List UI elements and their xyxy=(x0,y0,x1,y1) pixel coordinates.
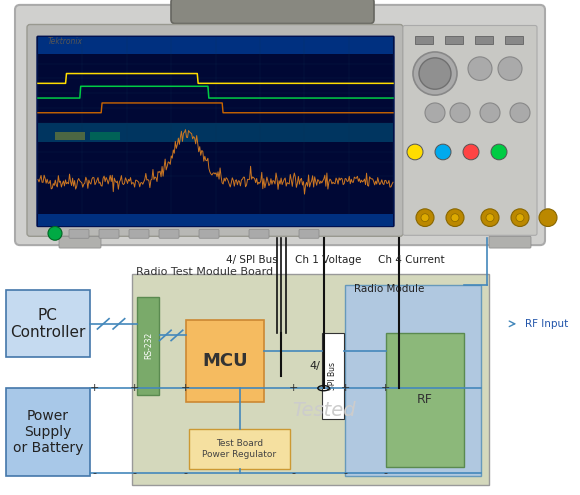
Circle shape xyxy=(463,144,479,160)
Text: Test Board
Power Regulator: Test Board Power Regulator xyxy=(202,440,276,459)
Text: RF: RF xyxy=(416,393,433,406)
Text: MCU: MCU xyxy=(202,352,248,370)
FancyBboxPatch shape xyxy=(27,25,403,236)
FancyBboxPatch shape xyxy=(249,230,269,238)
FancyBboxPatch shape xyxy=(159,230,179,238)
Bar xyxy=(38,214,393,226)
Bar xyxy=(345,285,481,476)
Text: +: + xyxy=(340,383,350,393)
Text: Radio Module: Radio Module xyxy=(354,284,424,294)
Text: +: + xyxy=(181,383,190,393)
Text: +: + xyxy=(90,383,99,393)
Bar xyxy=(38,37,393,54)
Text: Power
Supply
or Battery: Power Supply or Battery xyxy=(13,409,83,455)
Circle shape xyxy=(413,52,457,95)
Bar xyxy=(132,274,489,485)
Bar xyxy=(415,36,433,44)
Text: +: + xyxy=(130,383,139,393)
Bar xyxy=(322,333,344,419)
FancyBboxPatch shape xyxy=(37,36,394,227)
Circle shape xyxy=(539,209,557,227)
FancyBboxPatch shape xyxy=(99,230,119,238)
Text: +: + xyxy=(381,383,390,393)
Bar xyxy=(137,297,160,395)
FancyBboxPatch shape xyxy=(171,0,374,24)
Text: Radio Test Module Board: Radio Test Module Board xyxy=(136,267,273,278)
Circle shape xyxy=(498,57,522,80)
FancyBboxPatch shape xyxy=(489,236,531,248)
Circle shape xyxy=(435,144,451,160)
Circle shape xyxy=(516,214,524,222)
Circle shape xyxy=(416,209,434,227)
Circle shape xyxy=(407,144,423,160)
Text: RF Input: RF Input xyxy=(525,319,568,329)
Circle shape xyxy=(451,214,459,222)
Bar xyxy=(38,123,393,142)
Circle shape xyxy=(450,103,470,123)
Circle shape xyxy=(425,103,445,123)
Text: RS-232: RS-232 xyxy=(144,332,153,359)
Bar xyxy=(505,36,523,44)
Bar xyxy=(445,36,463,44)
FancyBboxPatch shape xyxy=(129,230,149,238)
Circle shape xyxy=(486,214,494,222)
Circle shape xyxy=(419,58,451,89)
Text: -: - xyxy=(133,468,136,478)
Bar xyxy=(475,36,493,44)
Text: Tektronix: Tektronix xyxy=(48,37,83,46)
Text: -: - xyxy=(343,468,347,478)
Text: Ch 4 Current: Ch 4 Current xyxy=(379,254,445,265)
FancyBboxPatch shape xyxy=(299,230,319,238)
Text: -: - xyxy=(292,468,295,478)
FancyBboxPatch shape xyxy=(15,5,545,245)
Circle shape xyxy=(510,103,530,123)
Bar xyxy=(90,132,120,140)
Text: Ch 1 Voltage: Ch 1 Voltage xyxy=(295,254,361,265)
FancyBboxPatch shape xyxy=(59,236,101,248)
Circle shape xyxy=(421,214,429,222)
Text: PC
Controller: PC Controller xyxy=(10,307,85,340)
Bar xyxy=(188,429,290,469)
FancyBboxPatch shape xyxy=(403,25,537,235)
Text: -: - xyxy=(184,468,187,478)
Circle shape xyxy=(446,209,464,227)
Bar xyxy=(6,388,90,476)
Circle shape xyxy=(491,144,507,160)
Bar xyxy=(386,333,464,467)
Text: 4/: 4/ xyxy=(310,361,320,371)
Circle shape xyxy=(511,209,529,227)
Text: -: - xyxy=(93,468,96,478)
Text: -: - xyxy=(384,468,387,478)
Text: SPI Bus: SPI Bus xyxy=(328,362,338,390)
FancyBboxPatch shape xyxy=(69,230,89,238)
Text: +: + xyxy=(289,383,298,393)
Circle shape xyxy=(481,209,499,227)
Bar xyxy=(186,320,264,402)
FancyBboxPatch shape xyxy=(199,230,219,238)
Text: 4/ SPI Bus: 4/ SPI Bus xyxy=(226,254,278,265)
Circle shape xyxy=(468,57,492,80)
Bar xyxy=(55,132,85,140)
Circle shape xyxy=(480,103,500,123)
Bar xyxy=(6,291,90,357)
Circle shape xyxy=(48,227,62,240)
Text: Tested: Tested xyxy=(292,400,356,420)
